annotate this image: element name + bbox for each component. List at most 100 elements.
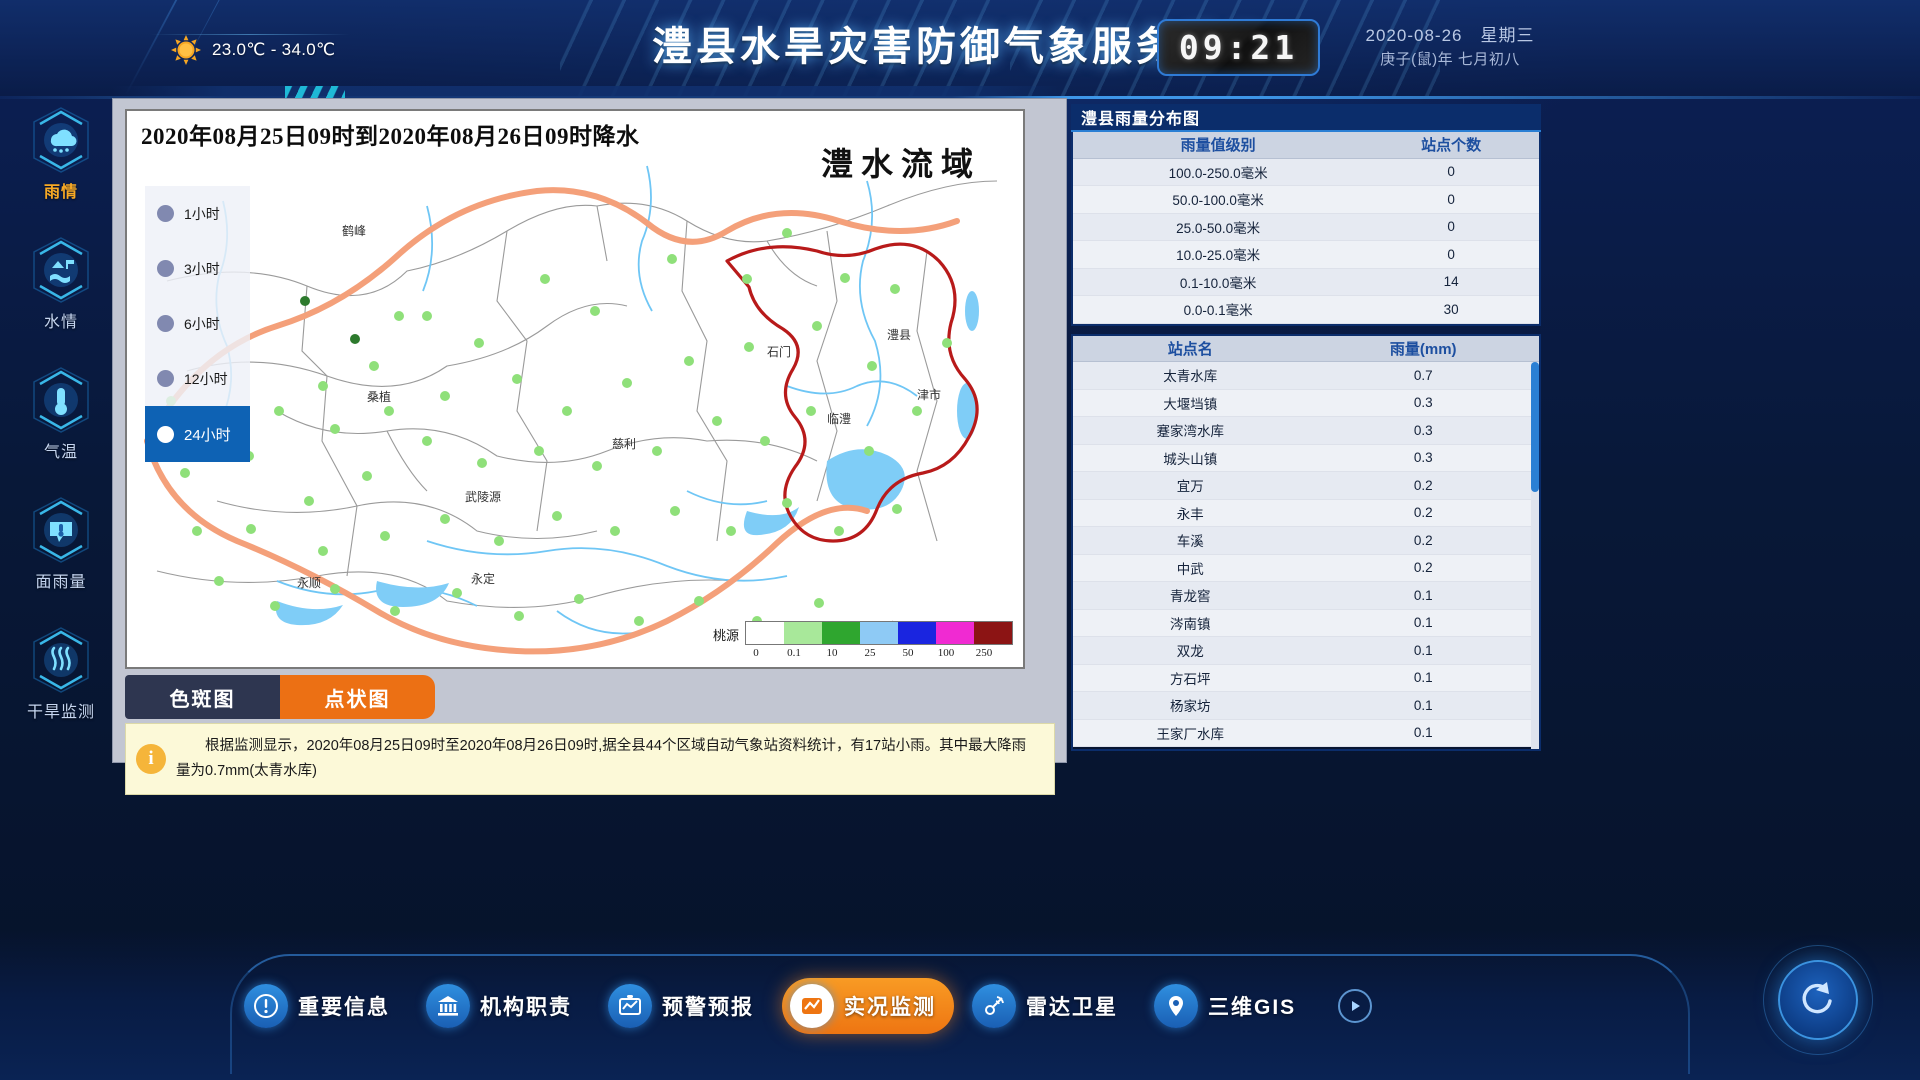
radio-option-label: 24小时 (184, 426, 231, 444)
cell-station-name: 中武 (1073, 554, 1308, 582)
clock-widget: 09:21 (1157, 19, 1320, 76)
sidebar-item-drought[interactable]: 干旱监测 (22, 624, 100, 736)
table-row[interactable]: 杨家坊 0.1 (1073, 691, 1539, 720)
column-header-rainfall: 雨量(mm) (1307, 335, 1539, 362)
table-row[interactable]: 100.0-250.0毫米 0 (1073, 158, 1539, 186)
right-panel-title: 澧县雨量分布图 (1081, 111, 1201, 128)
cell-level: 100.0-250.0毫米 (1073, 158, 1364, 186)
rain-level-table-body: 100.0-250.0毫米 0 50.0-100.0毫米 0 25.0-50.0… (1073, 158, 1539, 324)
nav-item-3d-gis[interactable]: 三维GIS (1146, 978, 1314, 1034)
station-rainfall-table: 站点名 雨量(mm) 太青水库 0.7 大堰垱镇 0.3 蹇家湾水库 (1073, 335, 1539, 747)
legend-tick: 10 (826, 647, 838, 659)
cell-level: 25.0-50.0毫米 (1073, 213, 1364, 241)
satellite-icon (972, 984, 1016, 1028)
table-row[interactable]: 0.0-0.1毫米 30 (1073, 295, 1539, 324)
cell-station-name: 城头山镇 (1073, 444, 1308, 472)
tab-dot-map[interactable]: 点状图 (280, 675, 435, 719)
nav-item-label: 机构职责 (480, 996, 572, 1019)
radio-option-12h[interactable]: 12小时 (145, 351, 250, 406)
table-row[interactable]: 青龙窖 0.1 (1073, 581, 1539, 610)
sidebar-item-area-rainfall[interactable]: 面雨量 (22, 494, 100, 606)
legend-scale: 0 0.1 10 25 50 100 250 (745, 621, 1013, 659)
drought-icon (28, 624, 94, 696)
radio-option-6h[interactable]: 6小时 (145, 296, 250, 351)
scrollbar-thumb[interactable] (1531, 361, 1539, 492)
legend-tick: 250 (975, 647, 993, 659)
table-row[interactable]: 王家厂水库 0.1 (1073, 719, 1539, 747)
scrollbar-track[interactable] (1531, 361, 1539, 749)
radio-dot-icon (157, 260, 174, 277)
table-row[interactable]: 大堰垱镇 0.3 (1073, 389, 1539, 417)
legend-cell-1 (784, 622, 822, 644)
info-icon: i (136, 744, 166, 774)
svg-text:临澧: 临澧 (827, 412, 851, 426)
cell-station-name: 方石坪 (1073, 664, 1308, 692)
cell-rainfall: 0.3 (1307, 389, 1539, 417)
cell-rainfall: 0.1 (1307, 581, 1539, 610)
svg-text:石门: 石门 (767, 344, 791, 359)
table-row[interactable]: 永丰 0.2 (1073, 499, 1539, 527)
nav-item-live-monitoring[interactable]: 实况监测 (782, 978, 954, 1034)
table-row[interactable]: 0.1-10.0毫米 14 (1073, 268, 1539, 296)
cell-station-name: 车溪 (1073, 526, 1308, 555)
play-icon[interactable] (1338, 989, 1373, 1023)
map-canvas[interactable]: 鹤峰 石门 澧县 桑植 慈利 临澧 津市 武陵源 永顺 永定 武陵 2020年0… (125, 109, 1025, 669)
radio-option-24h[interactable]: 24小时 (145, 406, 250, 462)
cell-station-name: 王家厂水库 (1073, 719, 1308, 747)
table-row[interactable]: 太青水库 0.7 (1073, 361, 1539, 390)
rain-level-table-container: 雨量值级别 站点个数 100.0-250.0毫米 0 50.0-100.0毫米 … (1071, 132, 1541, 326)
map-legend: 桃源 0 0.1 10 25 (713, 621, 1013, 659)
sidebar-item-label: 气温 (43, 444, 78, 461)
tab-color-patch-map[interactable]: 色斑图 (125, 675, 280, 719)
info-text: 根据监测显示，2020年08月25日09时至2020年08月26日09时,据全县… (176, 738, 1027, 780)
table-row[interactable]: 蹇家湾水库 0.3 (1073, 416, 1539, 445)
header: 23.0℃ - 34.0℃ 澧县水旱灾害防御气象服务系统 09:21 2020-… (0, 0, 1920, 100)
table-row[interactable]: 车溪 0.2 (1073, 526, 1539, 555)
exclamation-icon (244, 984, 288, 1028)
sidebar-item-label: 雨情 (43, 184, 78, 201)
table-row[interactable]: 方石坪 0.1 (1073, 664, 1539, 692)
table-row[interactable]: 中武 0.2 (1073, 554, 1539, 582)
sidebar: 雨情 水情 (22, 104, 100, 744)
sidebar-item-water[interactable]: 水情 (22, 234, 100, 346)
nav-item-radar-satellite[interactable]: 雷达卫星 (964, 978, 1136, 1034)
cell-count: 0 (1363, 158, 1539, 186)
basin-label: 澧水流域 (820, 146, 981, 182)
radio-option-1h[interactable]: 1小时 (145, 186, 250, 241)
cell-rainfall: 0.2 (1307, 526, 1539, 555)
table-row[interactable]: 50.0-100.0毫米 0 (1073, 185, 1539, 214)
nav-item-warning-forecast[interactable]: 预警预报 (600, 978, 772, 1034)
time-range-radio-group: 1小时 3小时 6小时 12小时 24小时 (145, 186, 250, 462)
info-bar: i 根据监测显示，2020年08月25日09时至2020年08月26日09时,据… (125, 723, 1055, 795)
table-row[interactable]: 宜万 0.2 (1073, 471, 1539, 500)
table-row[interactable]: 25.0-50.0毫米 0 (1073, 213, 1539, 241)
table-row[interactable]: 涔南镇 0.1 (1073, 609, 1539, 637)
legend-cell-3 (860, 622, 898, 644)
table-row[interactable]: 城头山镇 0.3 (1073, 444, 1539, 472)
rain-cloud-icon (28, 104, 94, 176)
cell-rainfall: 0.1 (1307, 636, 1539, 665)
nav-item-important-info[interactable]: 重要信息 (236, 978, 408, 1034)
cell-count: 0 (1363, 240, 1539, 269)
table-row[interactable]: 10.0-25.0毫米 0 (1073, 240, 1539, 269)
map-title: 2020年08月25日09时到2020年08月26日09时降水 (141, 124, 640, 149)
cell-level: 0.0-0.1毫米 (1073, 295, 1364, 324)
cell-count: 0 (1363, 185, 1539, 214)
nav-item-label: 三维GIS (1208, 996, 1297, 1019)
table-header-row: 站点名 雨量(mm) (1073, 335, 1539, 362)
cell-station-name: 蹇家湾水库 (1073, 416, 1308, 445)
legend-tick: 100 (937, 647, 955, 659)
sidebar-item-rain[interactable]: 雨情 (22, 104, 100, 216)
nav-item-label: 预警预报 (662, 996, 754, 1019)
sidebar-item-temperature[interactable]: 气温 (22, 364, 100, 476)
column-header-station-name: 站点名 (1073, 335, 1308, 362)
back-button[interactable] (1778, 960, 1858, 1040)
legend-cell-2 (822, 622, 860, 644)
legend-color-bar (745, 621, 1013, 645)
water-level-icon (28, 234, 94, 306)
table-row[interactable]: 双龙 0.1 (1073, 636, 1539, 665)
nav-item-org-duties[interactable]: 机构职责 (418, 978, 590, 1034)
radio-option-3h[interactable]: 3小时 (145, 241, 250, 296)
svg-text:武陵源: 武陵源 (465, 490, 501, 504)
legend-tick: 0 (753, 647, 759, 659)
